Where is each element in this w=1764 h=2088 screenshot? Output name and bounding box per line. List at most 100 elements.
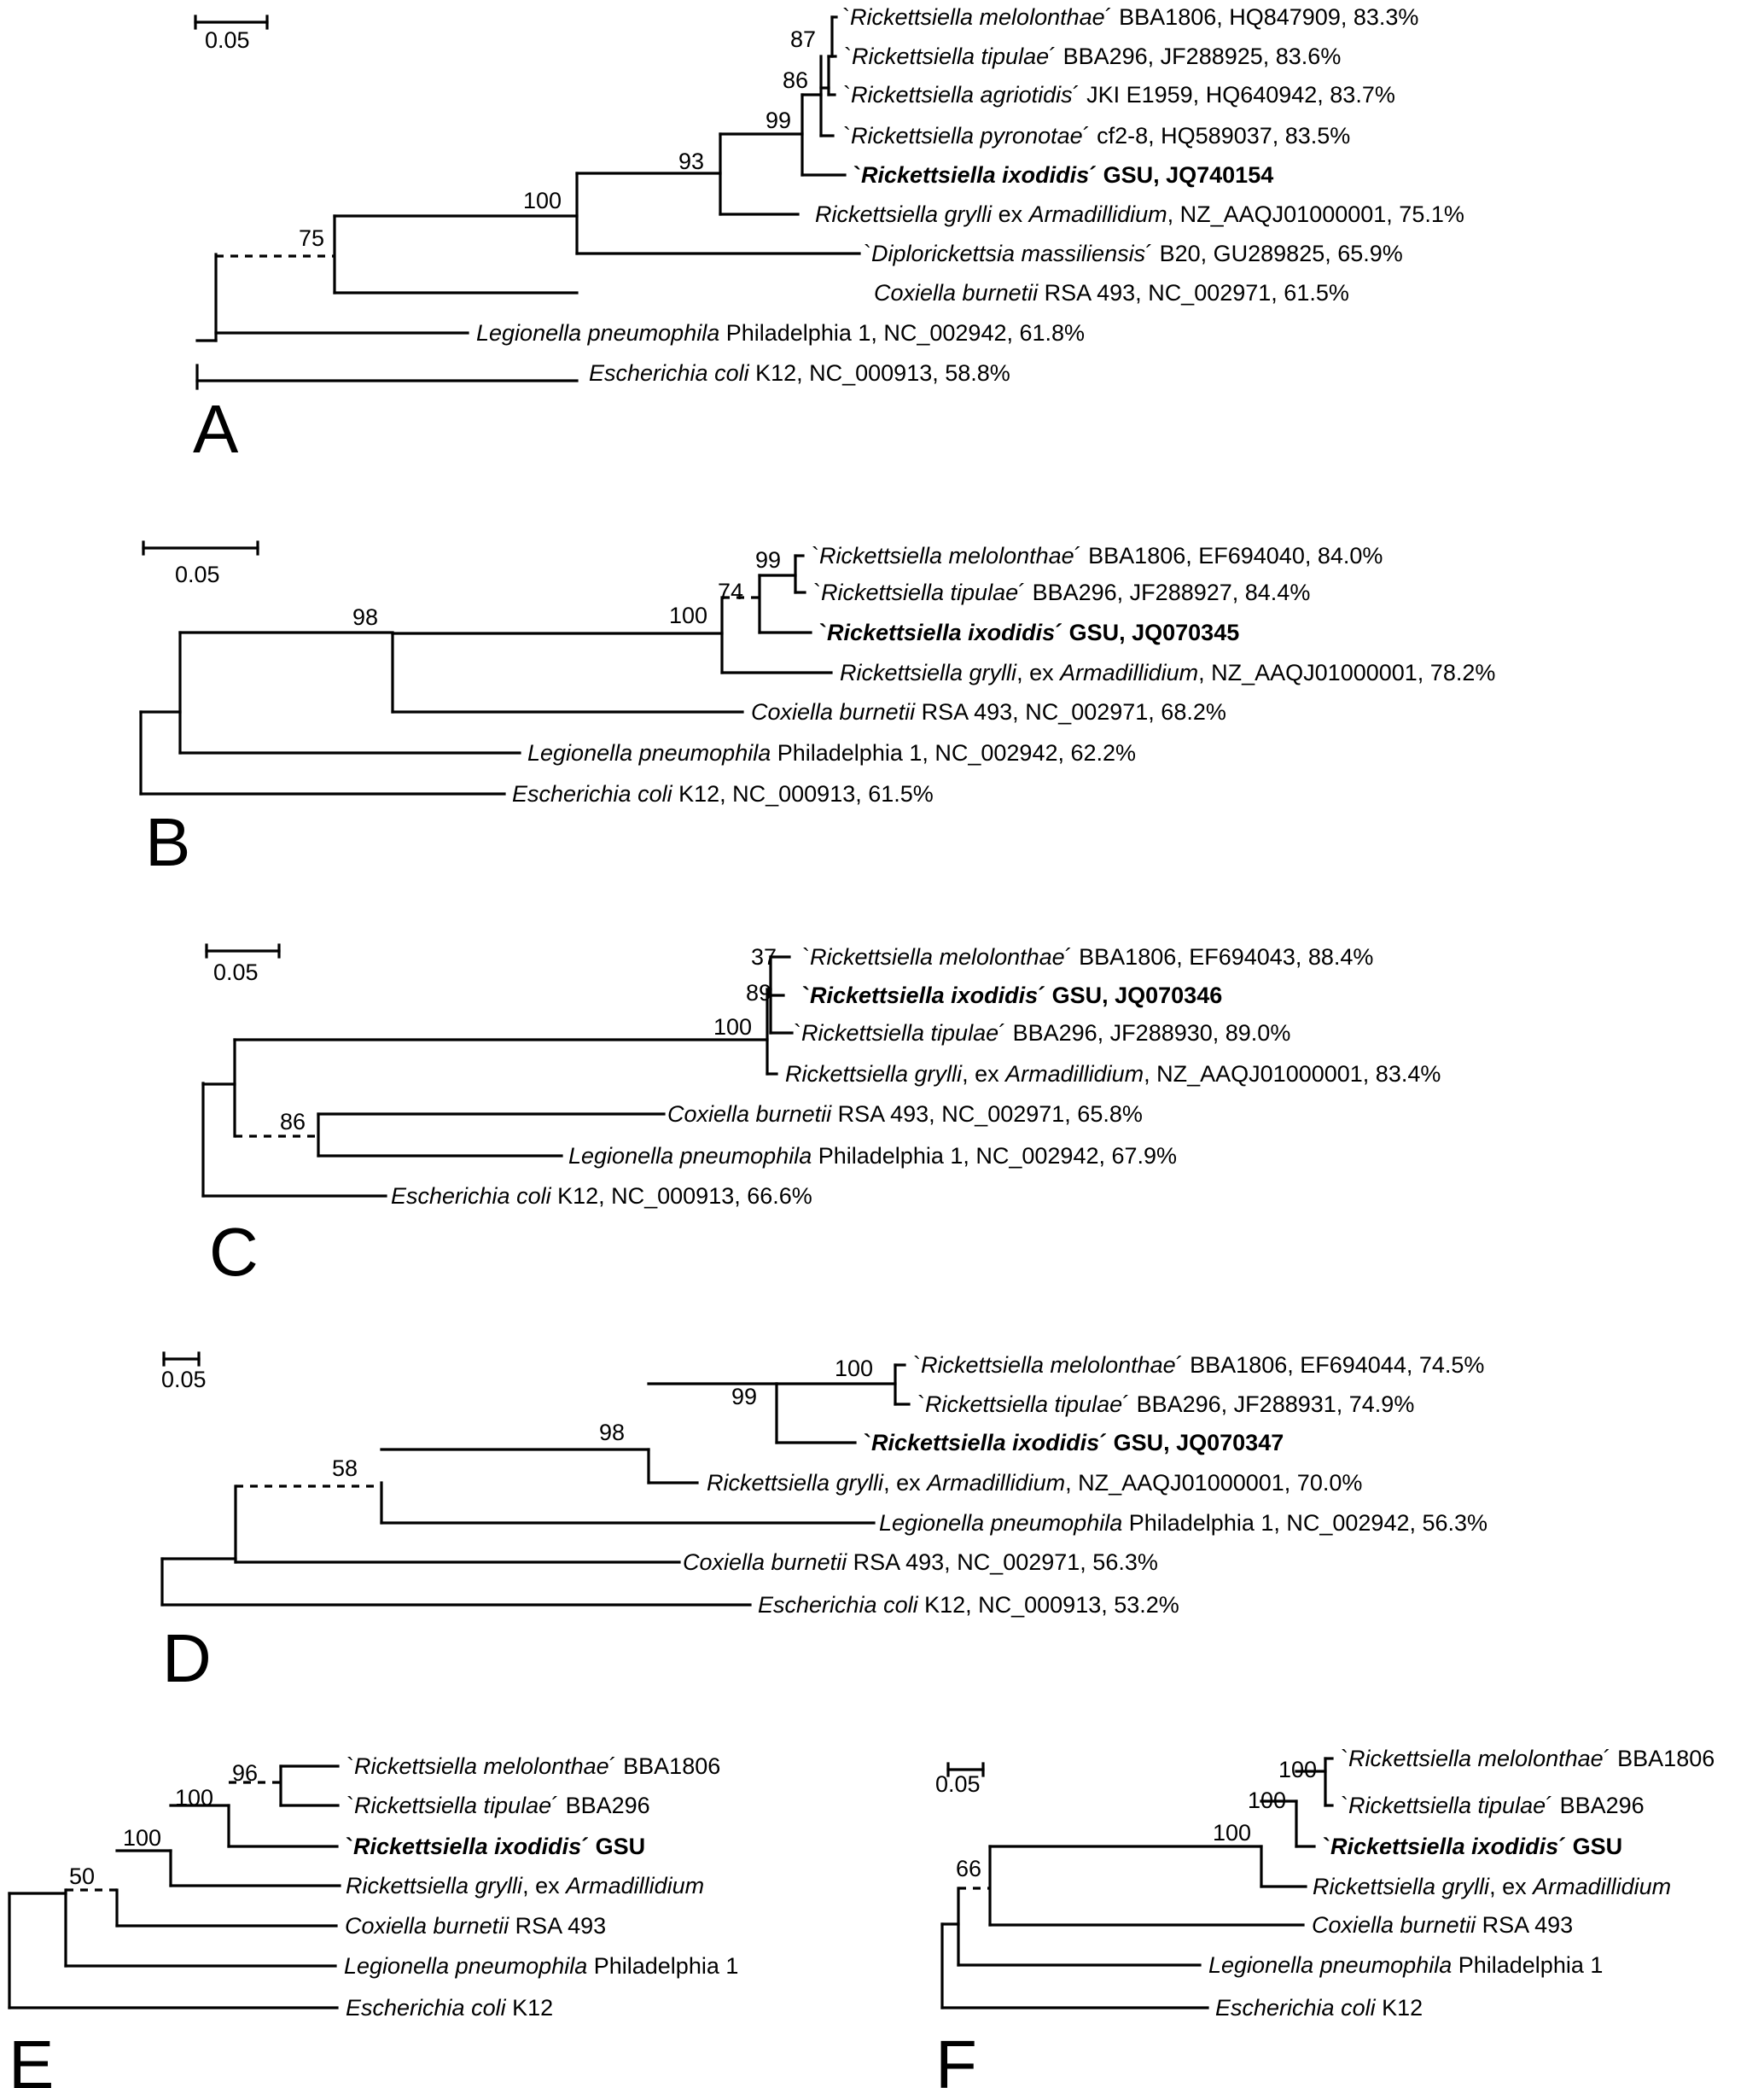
taxon-label-segment: K12, NC_000913, 66.6% xyxy=(551,1183,812,1209)
bootstrap-support-label: 100 xyxy=(1248,1788,1286,1813)
taxon-label-segment: , NZ_AAQJ01000001, 75.1% xyxy=(1167,201,1464,227)
taxon-label-segment: Armadillidium xyxy=(564,1873,704,1898)
taxon-label-segment: ` xyxy=(864,241,871,266)
taxon-label-segment: ´ BBA1806, EF694044, 74.5% xyxy=(1176,1352,1485,1378)
taxon-label: `Rickettsiella ixodidis´ GSU, JQ070347 xyxy=(864,1430,1284,1455)
taxon-label-segment: ` xyxy=(802,944,810,970)
taxon-label: Legionella pneumophila Philadelphia 1, N… xyxy=(879,1510,1487,1536)
taxon-label-segment: ` xyxy=(346,1753,354,1779)
taxon-label-segment: Rickettsiella ixodidis xyxy=(810,983,1038,1008)
taxon-label-segment: Coxiella burnetii xyxy=(1312,1912,1476,1938)
taxon-label-segment: ´ B20, GU289825, 65.9% xyxy=(1145,241,1403,266)
taxon-label: Escherichia coli K12, NC_000913, 53.2% xyxy=(758,1592,1179,1618)
taxon-label-segment: Rickettsiella ixodidis xyxy=(1330,1834,1558,1859)
taxon-label-segment: Escherichia coli xyxy=(758,1592,919,1618)
taxon-label-segment: Rickettsiella grylli xyxy=(707,1470,884,1496)
taxon-label-segment: , ex xyxy=(1489,1874,1533,1899)
taxon-label-segment: , NZ_AAQJ01000001, 70.0% xyxy=(1065,1470,1362,1496)
taxon-label-segment: Armadillidium xyxy=(1058,660,1198,685)
taxon-label: Legionella pneumophila Philadelphia 1, N… xyxy=(568,1143,1177,1169)
taxon-label-segment: RSA 493, NC_002971, 61.5% xyxy=(1038,280,1349,306)
taxon-label-segment: ´ GSU, JQ740154 xyxy=(1089,162,1273,188)
taxon-label-segment: RSA 493, NC_002971, 56.3% xyxy=(847,1549,1158,1575)
bootstrap-support-label: 50 xyxy=(69,1863,95,1889)
taxon-label: `Rickettsiella agriotidis´ JKI E1959, HQ… xyxy=(843,82,1395,108)
taxon-label-segment: Rickettsiella tipulae xyxy=(801,1020,998,1046)
taxon-label-segment: ´ BBA1806 xyxy=(609,1753,721,1779)
taxon-label: `Rickettsiella ixodidis´ GSU, JQ740154 xyxy=(853,162,1273,188)
bootstrap-support-label: 86 xyxy=(280,1109,306,1134)
bootstrap-support-label: 74 xyxy=(718,579,743,604)
taxon-label: `Rickettsiella melolonthae´ BBA1806, EF6… xyxy=(913,1352,1484,1378)
taxon-label: `Rickettsiella ixodidis´ GSU, JQ070345 xyxy=(819,620,1239,645)
taxon-label-segment: ` xyxy=(346,1834,353,1859)
taxon-label-segment: ` xyxy=(794,1020,801,1046)
taxon-label-segment: ´ JKI E1959, HQ640942, 83.7% xyxy=(1073,82,1395,108)
taxon-label-segment: Escherichia coli xyxy=(1215,1995,1377,2021)
taxon-label: Legionella pneumophila Philadelphia 1 xyxy=(344,1953,738,1979)
panel-letter: C xyxy=(209,1214,259,1290)
taxon-label-segment: RSA 493 xyxy=(1476,1912,1573,1938)
taxon-label-segment: K12, NC_000913, 53.2% xyxy=(918,1592,1179,1618)
taxon-label-segment: Rickettsiella melolonthae xyxy=(354,1753,609,1779)
taxon-label: Legionella pneumophila Philadelphia 1, N… xyxy=(527,740,1136,766)
scale-bar-label: 0.05 xyxy=(213,959,259,985)
taxon-label-segment: ´ GSU, JQ070346 xyxy=(1038,983,1222,1008)
taxon-label-segment: Armadillidium xyxy=(925,1470,1065,1496)
bootstrap-support-label: 89 xyxy=(746,980,771,1006)
taxon-label-segment: Coxiella burnetii xyxy=(751,699,916,725)
taxon-label-segment: ` xyxy=(812,543,819,569)
bootstrap-support-label: 100 xyxy=(175,1785,213,1811)
taxon-label: Escherichia coli K12, NC_000913, 66.6% xyxy=(391,1183,812,1209)
taxon-label-segment: K12 xyxy=(506,1995,554,2021)
bootstrap-support-label: 100 xyxy=(713,1014,752,1040)
taxon-label-segment: ` xyxy=(843,82,851,108)
taxon-label-segment: Rickettsiella ixodidis xyxy=(871,1430,1099,1455)
taxon-label: `Rickettsiella melolonthae´ BBA1806 xyxy=(346,1753,720,1779)
bootstrap-support-label: 100 xyxy=(523,188,562,213)
taxon-label-segment: ` xyxy=(864,1430,871,1455)
taxon-label: `Rickettsiella melolonthae´ BBA1806, HQ8… xyxy=(842,4,1418,30)
taxon-label-segment: ` xyxy=(853,162,861,188)
bootstrap-support-label: 100 xyxy=(669,603,707,628)
taxon-label-segment: ´ BBA296 xyxy=(551,1793,650,1818)
taxon-label-segment: Coxiella burnetii xyxy=(874,280,1039,306)
taxon-label: Coxiella burnetii RSA 493, NC_002971, 68… xyxy=(751,699,1226,725)
taxon-label-segment: ` xyxy=(843,123,851,149)
scale-bar-label: 0.05 xyxy=(175,562,220,587)
bootstrap-support-label: 99 xyxy=(755,547,781,573)
taxon-label-segment: ´ BBA1806, HQ847909, 83.3% xyxy=(1105,4,1419,30)
taxon-label-segment: ´ GSU xyxy=(581,1834,645,1859)
taxon-label-segment: Rickettsiella ixodidis xyxy=(861,162,1089,188)
taxon-label-segment: ` xyxy=(1323,1834,1330,1859)
taxon-label: Coxiella burnetii RSA 493, NC_002971, 61… xyxy=(874,280,1349,306)
tree-labels: 0.05 Escherichia coli K12, NC_000913, 58.… xyxy=(9,4,1715,2088)
taxon-label-segment: ´ GSU xyxy=(1558,1834,1622,1859)
taxon-label-segment: Rickettsiella grylli xyxy=(346,1873,523,1898)
taxon-label-segment: ´ cf2-8, HQ589037, 83.5% xyxy=(1083,123,1351,149)
panel-letter: F xyxy=(935,2027,977,2088)
taxon-label-segment: Rickettsiella ixodidis xyxy=(353,1834,581,1859)
taxon-label: `Rickettsiella melolonthae´ BBA1806, EF6… xyxy=(802,944,1373,970)
taxon-label-segment: Rickettsiella grylli xyxy=(840,660,1017,685)
taxon-label: Rickettsiella grylli, ex Armadillidium, … xyxy=(785,1061,1441,1087)
bootstrap-support-label: 37 xyxy=(751,944,777,970)
taxon-label-segment: ` xyxy=(1341,1746,1348,1771)
taxon-label-segment: Philadelphia 1 xyxy=(587,1953,738,1979)
taxon-label: `Rickettsiella tipulae´ BBA296, JF288927… xyxy=(813,580,1310,605)
taxon-label-segment: ´ BBA296, JF288930, 89.0% xyxy=(998,1020,1290,1046)
taxon-label-segment: Legionella pneumophila xyxy=(527,740,771,766)
taxon-label-segment: ` xyxy=(1341,1793,1348,1818)
taxon-label-segment: Philadelphia 1, NC_002942, 67.9% xyxy=(812,1143,1177,1169)
taxon-label-segment: Rickettsiella tipulae xyxy=(1348,1793,1546,1818)
taxon-label-segment: ex xyxy=(992,201,1029,227)
taxon-label: `Rickettsiella tipulae´ BBA296 xyxy=(1341,1793,1645,1818)
taxon-label: Escherichia coli K12 xyxy=(346,1995,553,2021)
taxon-label: `Rickettsiella melolonthae´ BBA1806 xyxy=(1341,1746,1715,1771)
bootstrap-support-label: 100 xyxy=(123,1825,161,1851)
taxon-label-segment: ` xyxy=(819,620,827,645)
taxon-label-segment: Philadelphia 1, NC_002942, 56.3% xyxy=(1122,1510,1487,1536)
bootstrap-support-label: 100 xyxy=(835,1356,873,1381)
taxon-label-segment: ` xyxy=(346,1793,354,1818)
taxon-label: Rickettsiella grylli, ex Armadillidium xyxy=(1313,1874,1671,1899)
